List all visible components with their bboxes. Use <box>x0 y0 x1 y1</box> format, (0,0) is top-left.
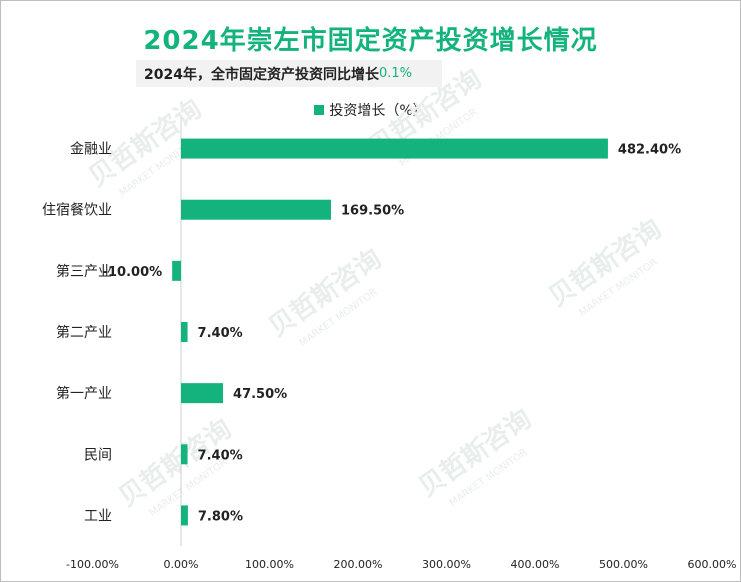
bar <box>172 260 181 281</box>
category-label: 民间 <box>84 447 112 463</box>
category-label: 工业 <box>84 508 112 524</box>
subtitle-box: 2024年，全市固定资产投资同比增长 0.1% <box>136 60 442 87</box>
bar <box>181 199 332 220</box>
data-label: 7.40% <box>198 326 243 341</box>
subtitle-value: 0.1% <box>378 66 412 81</box>
x-tick-label: 400.00% <box>511 558 560 571</box>
data-label: 47.50% <box>233 387 287 402</box>
x-tick-label: 500.00% <box>599 558 648 571</box>
legend-swatch <box>314 105 325 115</box>
legend: 投资增长（%） <box>0 100 741 120</box>
x-tick-label: 200.00% <box>334 558 383 571</box>
x-tick-label: 0.00% <box>164 558 199 571</box>
subtitle-label: 2024年，全市固定资产投资同比增长 <box>144 66 379 83</box>
bar <box>181 444 188 465</box>
data-label: 7.40% <box>198 448 243 463</box>
bar <box>181 383 224 404</box>
category-label: 第三产业 <box>56 263 112 280</box>
chart-title: 2024年崇左市固定资产投资增长情况 <box>143 26 598 56</box>
x-tick-label: 600.00% <box>688 558 737 571</box>
legend-label: 投资增长（%） <box>329 103 427 119</box>
category-label: 第二产业 <box>56 324 112 341</box>
category-label: 住宿餐饮业 <box>42 202 112 219</box>
x-tick-label: 300.00% <box>422 558 471 571</box>
data-label: 7.80% <box>198 509 243 524</box>
data-label: 482.40% <box>618 143 681 158</box>
x-tick-label: 100.00% <box>245 558 294 571</box>
bar <box>181 505 188 526</box>
bar <box>181 138 608 159</box>
x-tick-label: -100.00% <box>66 558 119 571</box>
data-label: -10.00% <box>103 265 163 280</box>
category-label: 金融业 <box>70 142 112 158</box>
category-label: 第一产业 <box>56 385 112 402</box>
bar <box>181 322 188 342</box>
data-label: 169.50% <box>341 204 404 219</box>
